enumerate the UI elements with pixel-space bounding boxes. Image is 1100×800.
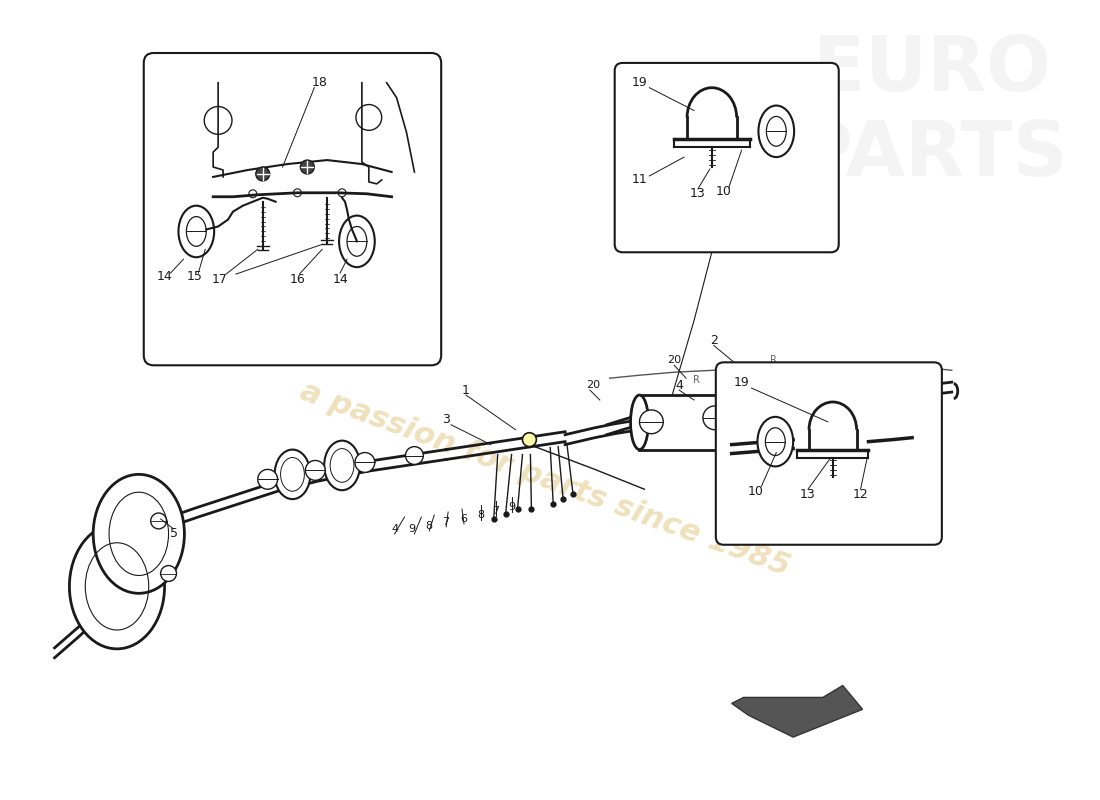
FancyBboxPatch shape <box>716 362 942 545</box>
Text: 11: 11 <box>631 174 647 186</box>
Text: 10: 10 <box>748 485 763 498</box>
Ellipse shape <box>879 375 896 430</box>
Text: 20: 20 <box>586 380 600 390</box>
Circle shape <box>406 446 424 465</box>
Text: 15: 15 <box>186 270 202 282</box>
Ellipse shape <box>69 524 165 649</box>
Text: 7: 7 <box>442 517 450 527</box>
Circle shape <box>256 167 270 181</box>
Text: R: R <box>770 355 777 366</box>
Text: 18: 18 <box>311 76 327 90</box>
Text: 13: 13 <box>690 187 706 200</box>
Polygon shape <box>732 686 862 737</box>
Text: 13: 13 <box>800 488 816 501</box>
Ellipse shape <box>339 215 375 267</box>
Text: 1: 1 <box>462 383 470 397</box>
Text: 6: 6 <box>461 514 468 524</box>
Circle shape <box>161 566 176 582</box>
FancyBboxPatch shape <box>615 63 839 252</box>
Circle shape <box>355 453 375 472</box>
Circle shape <box>522 433 537 446</box>
Text: 9: 9 <box>508 502 515 512</box>
FancyBboxPatch shape <box>144 53 441 366</box>
Ellipse shape <box>758 417 793 466</box>
Ellipse shape <box>275 450 310 499</box>
Text: 3: 3 <box>442 414 450 426</box>
Text: EURO
PARTS: EURO PARTS <box>796 33 1067 192</box>
Text: 12: 12 <box>852 488 868 501</box>
Ellipse shape <box>178 206 215 258</box>
Text: 20: 20 <box>667 355 681 366</box>
Text: 17: 17 <box>212 273 228 286</box>
Text: 16: 16 <box>289 273 306 286</box>
Circle shape <box>794 391 816 413</box>
Text: 5: 5 <box>169 527 177 540</box>
Text: R: R <box>693 375 700 385</box>
Circle shape <box>703 406 727 430</box>
Circle shape <box>639 410 663 434</box>
Text: 14: 14 <box>332 273 348 286</box>
Ellipse shape <box>324 441 360 490</box>
Circle shape <box>151 513 166 529</box>
Text: 4: 4 <box>675 378 683 392</box>
Text: 19: 19 <box>734 376 749 389</box>
Text: 9: 9 <box>408 524 415 534</box>
Text: 8: 8 <box>477 510 484 520</box>
Circle shape <box>864 387 886 409</box>
Text: 8: 8 <box>426 521 433 531</box>
Ellipse shape <box>784 375 802 430</box>
Text: a passion for parts since 1985: a passion for parts since 1985 <box>296 377 794 582</box>
Text: 2: 2 <box>710 334 718 347</box>
Ellipse shape <box>718 395 736 450</box>
Circle shape <box>306 461 326 480</box>
Circle shape <box>300 160 315 174</box>
Ellipse shape <box>94 474 185 594</box>
Circle shape <box>257 470 277 490</box>
Text: 14: 14 <box>156 270 173 282</box>
Bar <box>793 375 888 430</box>
Text: 4: 4 <box>390 524 398 534</box>
Ellipse shape <box>758 106 794 157</box>
Bar <box>639 395 727 450</box>
Ellipse shape <box>630 395 648 450</box>
Text: 10: 10 <box>716 186 732 198</box>
Text: 7: 7 <box>492 506 499 516</box>
Text: 19: 19 <box>631 76 647 90</box>
